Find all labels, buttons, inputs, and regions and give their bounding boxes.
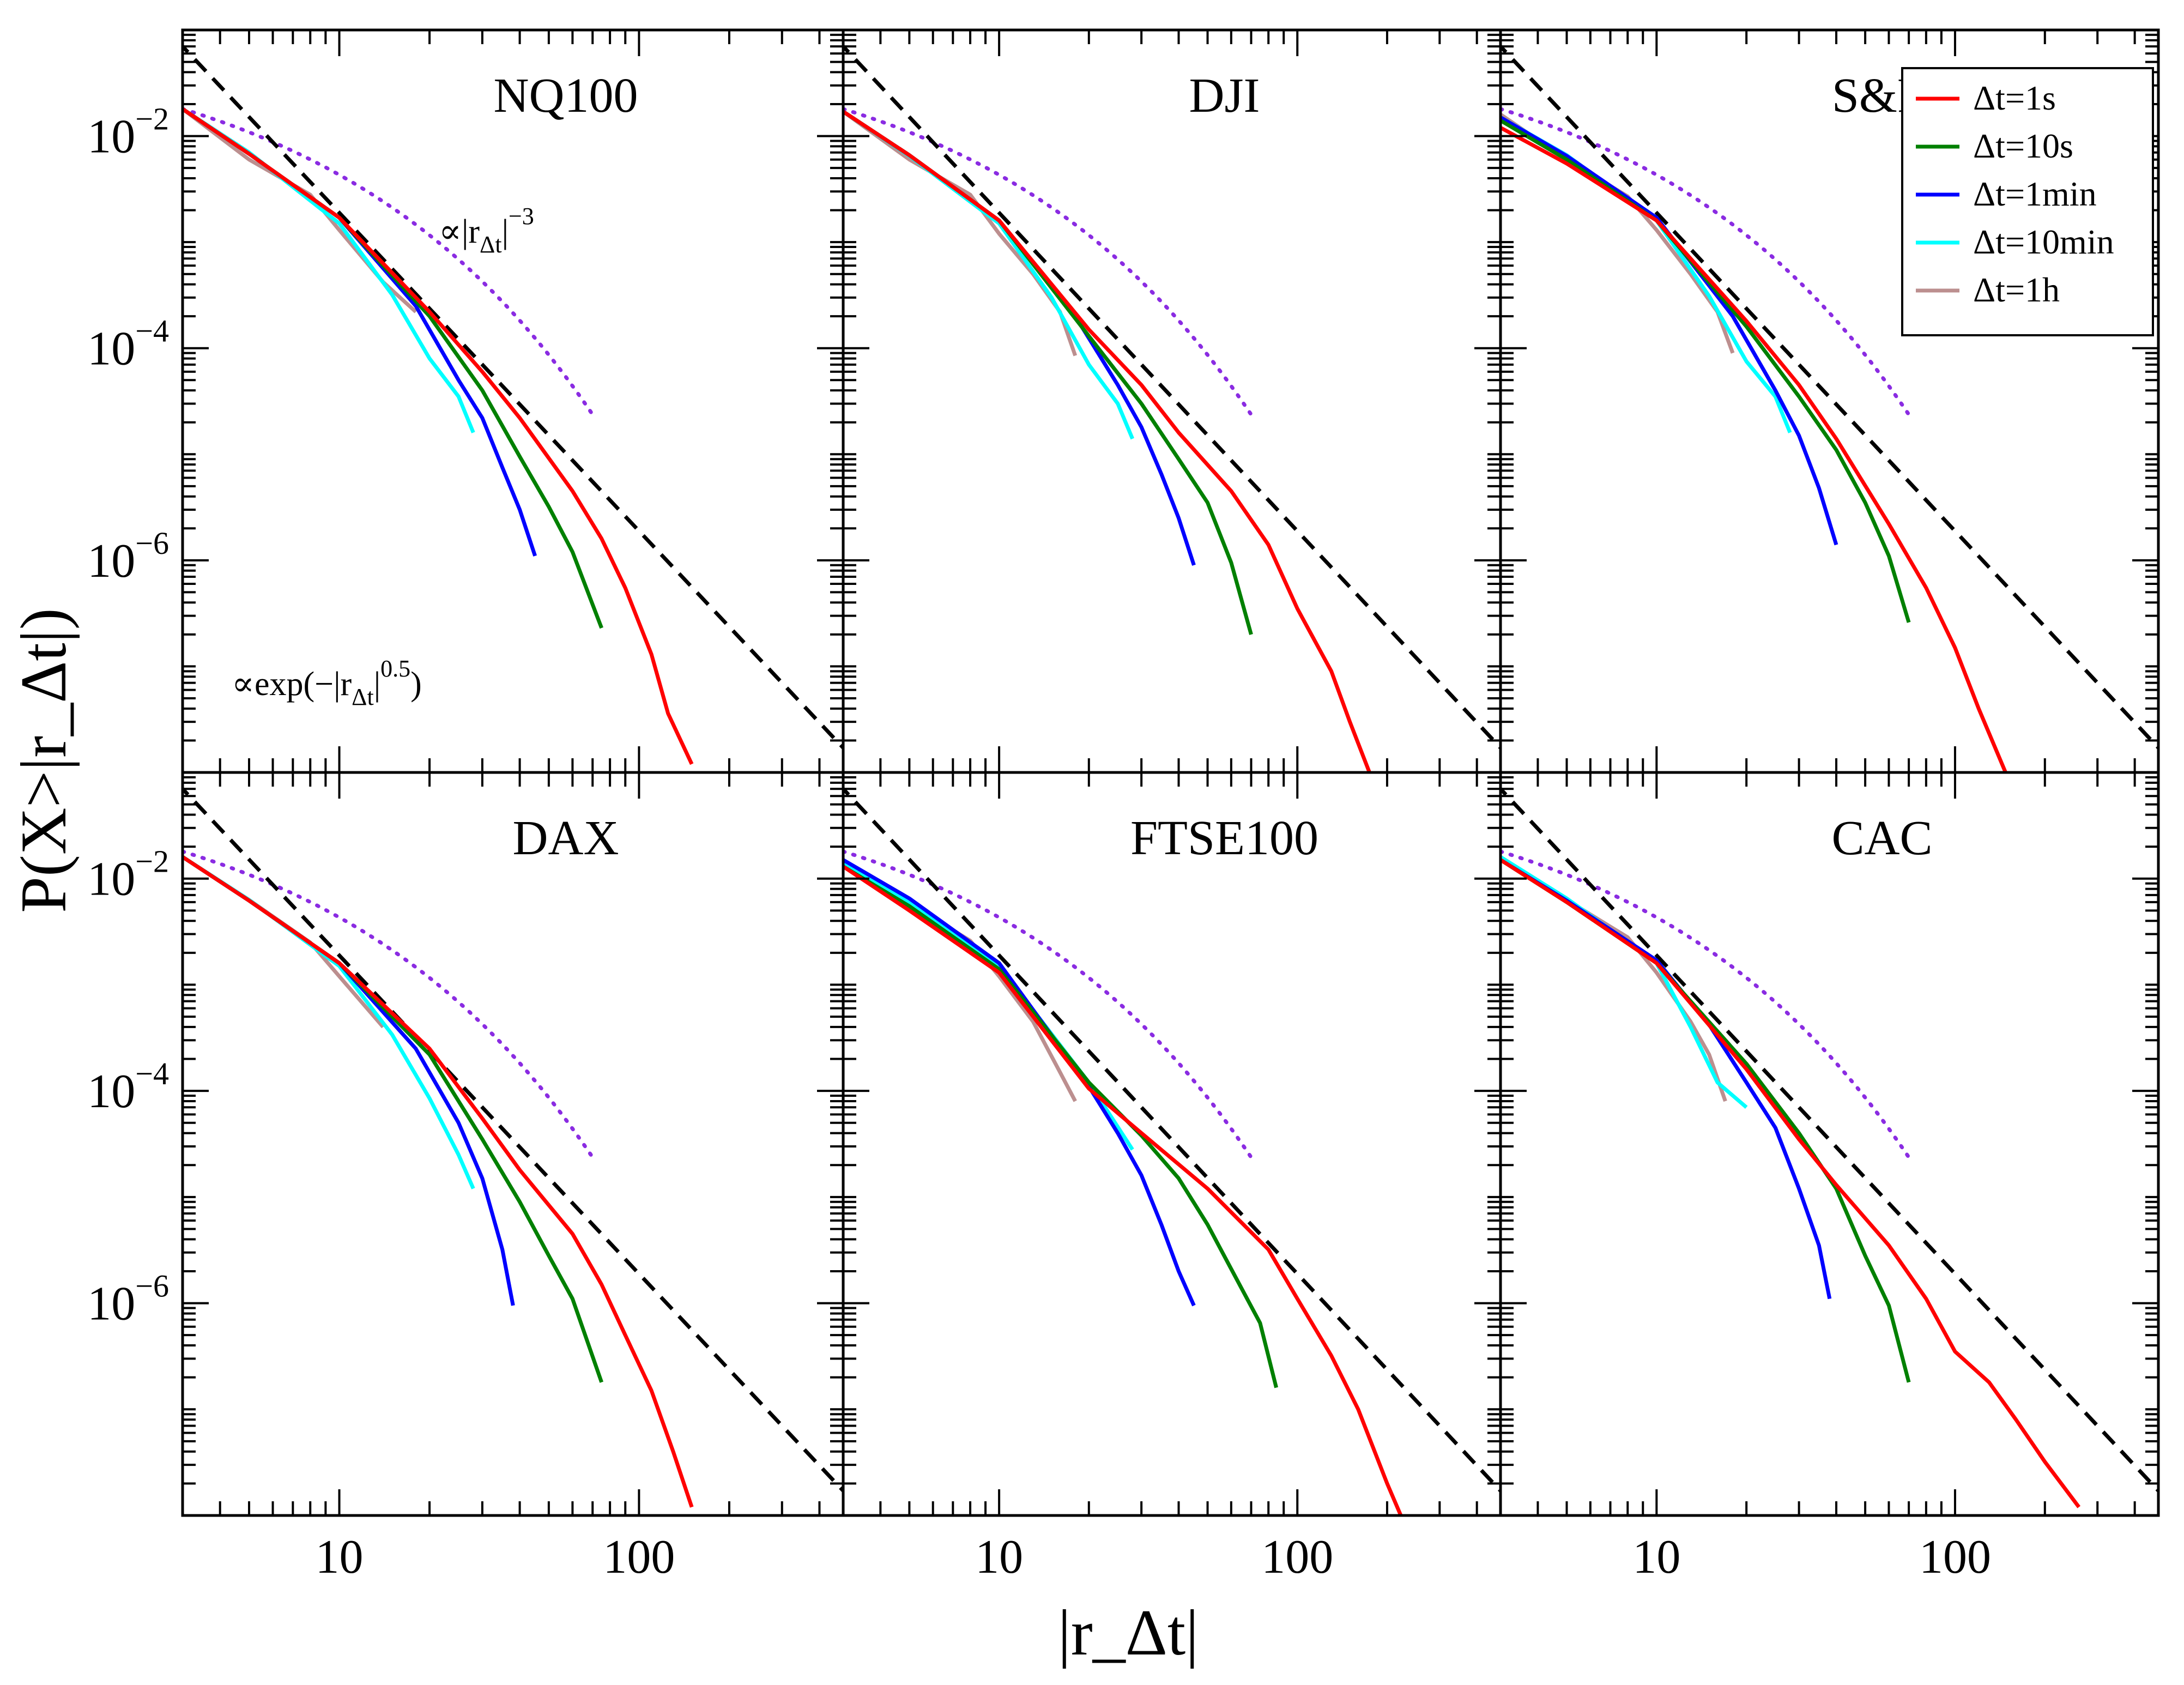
- series-dt-10s: [183, 107, 603, 629]
- plot-area-cac: [1501, 786, 2158, 1508]
- series-dt-1min: [1501, 116, 1838, 546]
- stretched-exp-line: [1501, 849, 1911, 1159]
- x-tick-label: 100: [1261, 1531, 1333, 1584]
- power-law-line: [1501, 786, 2158, 1494]
- series-dt-1h: [1501, 855, 1727, 1102]
- legend-label: Δt=10s: [1973, 126, 2073, 165]
- stretched-exp-line: [1501, 107, 1911, 416]
- series-dt-1min: [843, 858, 1196, 1307]
- x-tick-label: 10: [1632, 1531, 1680, 1584]
- series-dt-10s: [1501, 858, 1911, 1383]
- panel-title: FTSE100: [1130, 811, 1318, 865]
- series-dt-1h: [1501, 113, 1735, 354]
- series-dt-10min: [183, 107, 475, 433]
- panel-nq100: NQ100 10−2 10−4 10−6 ∝|rΔt|−3 ∝exp(−|rΔt|0.5): [87, 28, 845, 774]
- series-dt-1h: [843, 110, 1078, 357]
- series-dt-1s: [183, 855, 694, 1508]
- panels-layer: NQ100 10−2 10−4 10−6 ∝|rΔt|−3 ∝exp(−|rΔt|0.5)…: [87, 28, 2160, 1584]
- plot-area-dax: [183, 786, 843, 1508]
- series-dt-10min: [1501, 855, 1748, 1109]
- series-dt-10min: [183, 855, 475, 1189]
- series-dt-10s: [843, 865, 1278, 1388]
- panel-title: DJI: [1189, 69, 1260, 123]
- plot-area-ftse100: [843, 786, 1501, 1515]
- stretched-exp-line: [843, 849, 1253, 1159]
- y-axis-label: P(X>|r_Δt|): [7, 608, 80, 913]
- legend: Δt=1s Δt=10s Δt=1min Δt=10min Δt=1h: [1901, 67, 2154, 336]
- series-dt-10s: [1501, 119, 1911, 623]
- panel-ftse100: FTSE100 10 100: [842, 771, 1502, 1584]
- stretched-exp-line: [183, 849, 595, 1159]
- panel-dax: DAX 10 100 10−2 10−4 10−6: [87, 771, 845, 1584]
- series-dt-1s: [183, 107, 694, 765]
- power-law-annotation: ∝|rΔt|−3: [439, 203, 534, 258]
- panel-frame: [1499, 771, 2160, 1517]
- series-dt-10min: [843, 861, 1134, 1151]
- series-dt-1s: [843, 865, 1403, 1515]
- series-dt-1s: [843, 110, 1372, 772]
- power-law-line: [843, 786, 1501, 1494]
- legend-label: Δt=1s: [1973, 78, 2056, 117]
- y-tick-label: 10−4: [87, 1056, 169, 1118]
- series-dt-1s: [1501, 858, 2080, 1508]
- series-dt-1h: [843, 861, 1077, 1102]
- series-dt-1h: [183, 855, 385, 1029]
- y-axis-label-text: P(X>|r_Δt|): [7, 608, 80, 913]
- series-dt-1min: [843, 110, 1196, 566]
- y-tick-label: 10−4: [87, 313, 169, 376]
- panel-title: CAC: [1832, 811, 1933, 865]
- series-dt-10min: [1501, 116, 1792, 433]
- series-dt-1min: [183, 107, 537, 557]
- y-tick-label: 10−6: [87, 1269, 169, 1331]
- x-tick-label: 100: [1919, 1531, 1991, 1584]
- y-tick-label: 10−2: [87, 101, 169, 164]
- stretched-exp-annotation: ∝exp(−|rΔt|0.5): [232, 655, 422, 710]
- legend-label: Δt=1h: [1973, 270, 2060, 309]
- panel-cac: CAC 10 100: [1499, 771, 2160, 1584]
- series-dt-10s: [183, 855, 604, 1383]
- power-law-line: [183, 786, 843, 1494]
- panel-frame: [181, 28, 845, 774]
- series-dt-1s: [1501, 126, 2008, 772]
- x-tick-label: 100: [603, 1531, 675, 1584]
- y-tick-label: 10−2: [87, 844, 169, 906]
- x-tick-label: 10: [975, 1531, 1023, 1584]
- legend-label: Δt=10min: [1973, 222, 2114, 261]
- power-law-line: [1501, 44, 2158, 751]
- x-tick-label: 10: [316, 1531, 364, 1584]
- series-dt-1min: [1501, 858, 1832, 1300]
- plot-area-sp500: [1501, 44, 2158, 772]
- series-dt-10min: [843, 110, 1135, 440]
- panel-frame: [842, 28, 1502, 774]
- power-law-line: [183, 44, 843, 751]
- plot-area-dji: [843, 44, 1501, 772]
- legend-label: Δt=1min: [1973, 174, 2097, 213]
- panel-frame: [842, 771, 1502, 1517]
- panel-dji: DJI: [842, 28, 1502, 774]
- plot-area-nq100: [183, 44, 843, 765]
- y-tick-label: 10−6: [87, 526, 169, 588]
- series-dt-1min: [183, 855, 515, 1306]
- panel-title: NQ100: [493, 69, 638, 123]
- stretched-exp-line: [183, 107, 595, 416]
- panel-title: DAX: [512, 811, 619, 865]
- panel-frame: [181, 771, 845, 1517]
- stretched-exp-line: [843, 107, 1253, 416]
- power-law-line: [843, 44, 1501, 751]
- x-axis-label: |r_Δt|: [1058, 1596, 1199, 1669]
